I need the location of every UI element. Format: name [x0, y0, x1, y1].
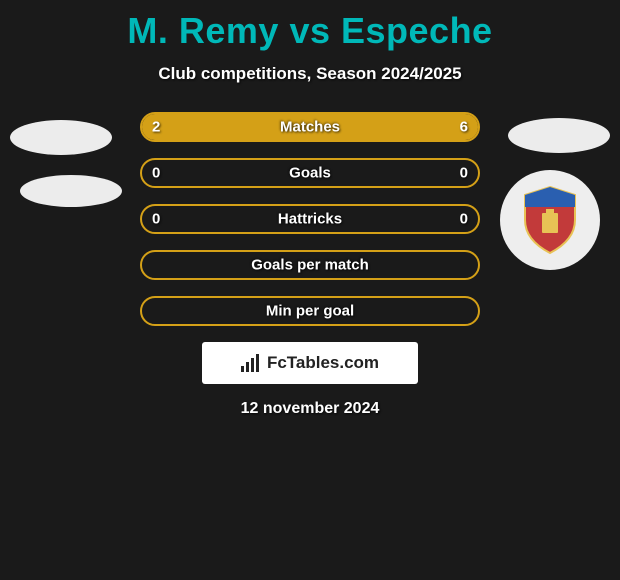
- stat-label: Matches: [280, 119, 340, 136]
- stat-value-right: 0: [460, 165, 468, 182]
- subtitle: Club competitions, Season 2024/2025: [0, 64, 620, 84]
- bar-fill-right: [226, 114, 478, 140]
- stats-bars: 2 6 Matches 0 0 Goals 0 0 Hattricks Goals per mat…: [140, 112, 480, 326]
- stat-row: 0 0 Hattricks: [140, 204, 480, 234]
- stat-label: Goals per match: [251, 257, 369, 274]
- club-crest-right: [500, 170, 600, 270]
- stat-label: Min per goal: [266, 303, 354, 320]
- stat-row: 0 0 Goals: [140, 158, 480, 188]
- stat-label: Hattricks: [278, 211, 342, 228]
- player-left-avatar-1: [10, 120, 112, 155]
- stat-row: 2 6 Matches: [140, 112, 480, 142]
- player-left-avatar-2: [20, 175, 122, 207]
- stat-value-right: 0: [460, 211, 468, 228]
- stat-row: Goals per match: [140, 250, 480, 280]
- stat-value-left: 2: [152, 119, 160, 136]
- stat-label: Goals: [289, 165, 331, 182]
- player-right-avatar: [508, 118, 610, 153]
- page-title: M. Remy vs Espeche: [0, 0, 620, 52]
- stat-value-right: 6: [460, 119, 468, 136]
- footer-brand-text: FcTables.com: [267, 353, 379, 373]
- stat-value-left: 0: [152, 211, 160, 228]
- stat-row: Min per goal: [140, 296, 480, 326]
- bars-icon: [241, 354, 263, 372]
- shield-icon: [520, 185, 580, 255]
- footer-brand-badge: FcTables.com: [202, 342, 418, 384]
- footer-date: 12 november 2024: [0, 400, 620, 418]
- stat-value-left: 0: [152, 165, 160, 182]
